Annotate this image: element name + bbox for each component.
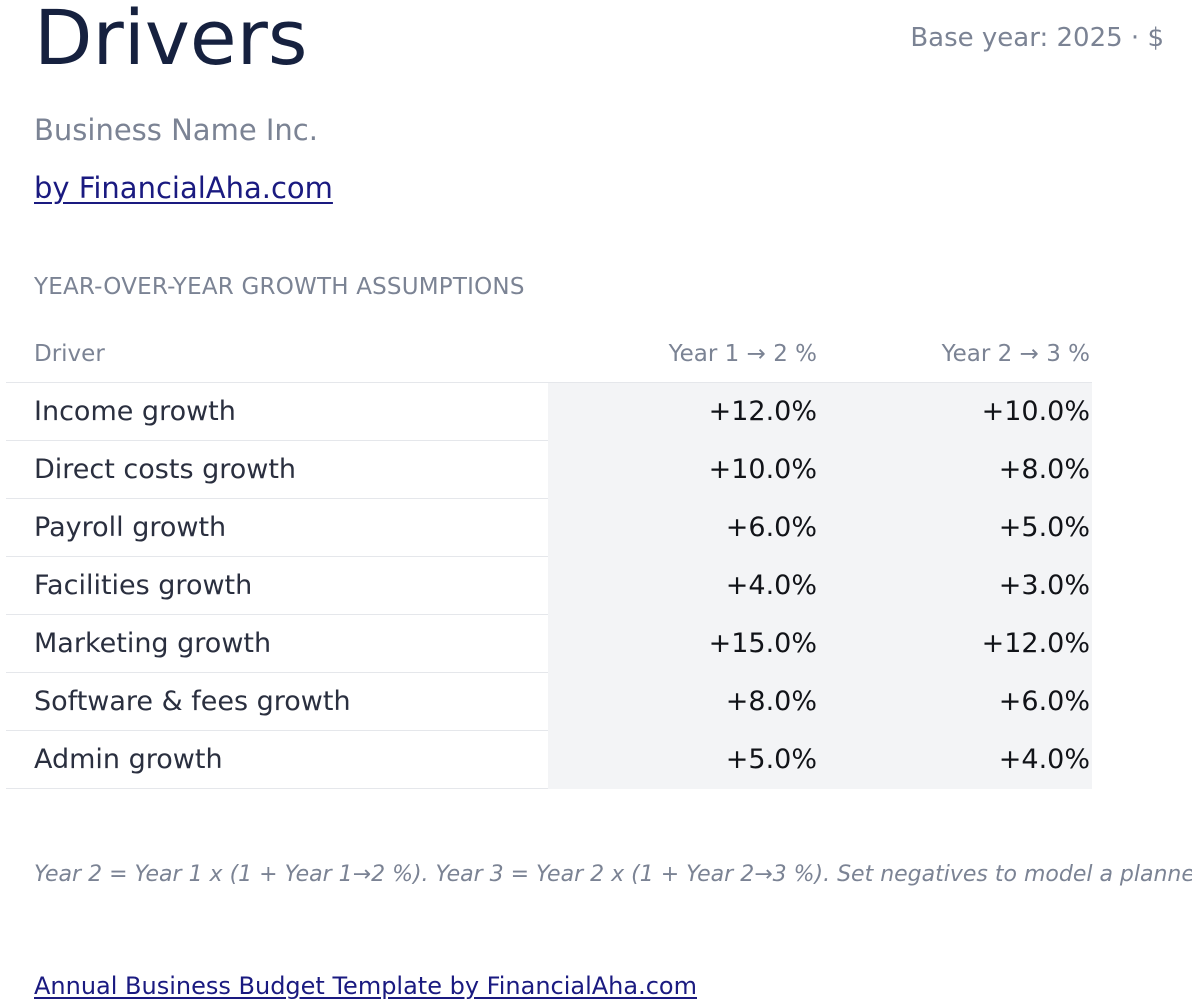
formula-note: Year 2 = Year 1 x (1 + Year 1→2 %). Year…: [34, 862, 1192, 887]
growth-year1-to-2-cell[interactable]: +5.0%: [548, 730, 819, 789]
base-year-label: Base year: 2025 · $: [910, 23, 1164, 53]
growth-year1-to-2-cell[interactable]: +6.0%: [548, 498, 819, 557]
driver-label: Admin growth: [6, 730, 548, 789]
table-row: Payroll growth +6.0% +5.0%: [6, 498, 1092, 557]
driver-label: Facilities growth: [6, 556, 548, 615]
driver-label: Direct costs growth: [6, 440, 548, 499]
driver-label: Software & fees growth: [6, 672, 548, 731]
driver-label: Income growth: [6, 382, 548, 441]
table-header-row: Driver Year 1 → 2 % Year 2 → 3 %: [6, 326, 1092, 383]
driver-label: Payroll growth: [6, 498, 548, 557]
table-row: Admin growth +5.0% +4.0%: [6, 730, 1092, 789]
growth-year2-to-3-cell[interactable]: +4.0%: [819, 730, 1092, 789]
column-header-year2-to-3: Year 2 → 3 %: [819, 326, 1092, 383]
section-heading: YEAR-OVER-YEAR GROWTH ASSUMPTIONS: [34, 274, 525, 300]
page-title: Drivers: [34, 0, 308, 82]
table-row: Software & fees growth +8.0% +6.0%: [6, 672, 1092, 731]
table-row: Marketing growth +15.0% +12.0%: [6, 614, 1092, 673]
growth-year2-to-3-cell[interactable]: +6.0%: [819, 672, 1092, 731]
growth-year1-to-2-cell[interactable]: +4.0%: [548, 556, 819, 615]
drivers-table: Driver Year 1 → 2 % Year 2 → 3 % Income …: [6, 326, 1092, 789]
table-row: Direct costs growth +10.0% +8.0%: [6, 440, 1092, 499]
growth-year2-to-3-cell[interactable]: +8.0%: [819, 440, 1092, 499]
footer-link[interactable]: Annual Business Budget Template by Finan…: [34, 972, 697, 1000]
column-header-year1-to-2: Year 1 → 2 %: [548, 326, 819, 383]
table-row: Income growth +12.0% +10.0%: [6, 382, 1092, 441]
growth-year1-to-2-cell[interactable]: +12.0%: [548, 382, 819, 441]
byline-link[interactable]: by FinancialAha.com: [34, 171, 333, 205]
growth-year2-to-3-cell[interactable]: +10.0%: [819, 382, 1092, 441]
growth-year1-to-2-cell[interactable]: +8.0%: [548, 672, 819, 731]
growth-year2-to-3-cell[interactable]: +5.0%: [819, 498, 1092, 557]
driver-label: Marketing growth: [6, 614, 548, 673]
growth-year1-to-2-cell[interactable]: +15.0%: [548, 614, 819, 673]
growth-year2-to-3-cell[interactable]: +3.0%: [819, 556, 1092, 615]
column-header-driver: Driver: [6, 326, 548, 383]
growth-year1-to-2-cell[interactable]: +10.0%: [548, 440, 819, 499]
company-name: Business Name Inc.: [34, 113, 318, 147]
table-row: Facilities growth +4.0% +3.0%: [6, 556, 1092, 615]
growth-year2-to-3-cell[interactable]: +12.0%: [819, 614, 1092, 673]
